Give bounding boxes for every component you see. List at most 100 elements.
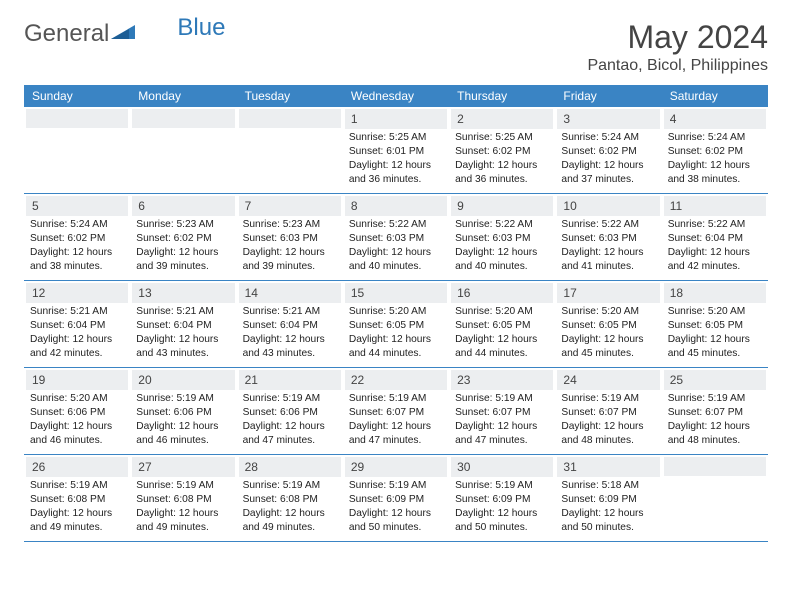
weekday-header: Wednesday xyxy=(343,89,449,103)
calendar-day-cell: 18Sunrise: 5:20 AMSunset: 6:05 PMDayligh… xyxy=(662,281,768,367)
day-number: 2 xyxy=(451,109,553,129)
calendar-day-cell: 17Sunrise: 5:20 AMSunset: 6:05 PMDayligh… xyxy=(555,281,661,367)
calendar-day-cell xyxy=(24,107,130,193)
day-body: Sunrise: 5:22 AMSunset: 6:03 PMDaylight:… xyxy=(557,218,659,273)
calendar-day-cell: 7Sunrise: 5:23 AMSunset: 6:03 PMDaylight… xyxy=(237,194,343,280)
month-title: May 2024 xyxy=(587,20,768,55)
calendar-day-cell: 2Sunrise: 5:25 AMSunset: 6:02 PMDaylight… xyxy=(449,107,555,193)
daylight-text: Daylight: 12 hours and 43 minutes. xyxy=(136,333,230,361)
sunrise-text: Sunrise: 5:23 AM xyxy=(243,218,337,232)
sunrise-text: Sunrise: 5:24 AM xyxy=(561,131,655,145)
daylight-text: Daylight: 12 hours and 36 minutes. xyxy=(455,159,549,187)
day-number: 15 xyxy=(345,283,447,303)
daylight-text: Daylight: 12 hours and 46 minutes. xyxy=(136,420,230,448)
calendar-day-cell: 13Sunrise: 5:21 AMSunset: 6:04 PMDayligh… xyxy=(130,281,236,367)
day-body: Sunrise: 5:23 AMSunset: 6:02 PMDaylight:… xyxy=(132,218,234,273)
day-body: Sunrise: 5:19 AMSunset: 6:09 PMDaylight:… xyxy=(451,479,553,534)
daylight-text: Daylight: 12 hours and 44 minutes. xyxy=(455,333,549,361)
calendar-day-cell: 1Sunrise: 5:25 AMSunset: 6:01 PMDaylight… xyxy=(343,107,449,193)
sunset-text: Sunset: 6:09 PM xyxy=(455,493,549,507)
day-number: 6 xyxy=(132,196,234,216)
weekday-header: Tuesday xyxy=(237,89,343,103)
day-body: Sunrise: 5:18 AMSunset: 6:09 PMDaylight:… xyxy=(557,479,659,534)
day-body: Sunrise: 5:25 AMSunset: 6:01 PMDaylight:… xyxy=(345,131,447,186)
daylight-text: Daylight: 12 hours and 49 minutes. xyxy=(243,507,337,535)
sunset-text: Sunset: 6:03 PM xyxy=(455,232,549,246)
day-number: 3 xyxy=(557,109,659,129)
day-body: Sunrise: 5:24 AMSunset: 6:02 PMDaylight:… xyxy=(26,218,128,273)
calendar-day-cell: 25Sunrise: 5:19 AMSunset: 6:07 PMDayligh… xyxy=(662,368,768,454)
calendar-day-cell: 20Sunrise: 5:19 AMSunset: 6:06 PMDayligh… xyxy=(130,368,236,454)
sunrise-text: Sunrise: 5:22 AM xyxy=(455,218,549,232)
calendar-day-cell: 5Sunrise: 5:24 AMSunset: 6:02 PMDaylight… xyxy=(24,194,130,280)
day-number: 13 xyxy=(132,283,234,303)
title-block: May 2024 Pantao, Bicol, Philippines xyxy=(587,20,768,75)
day-body: Sunrise: 5:21 AMSunset: 6:04 PMDaylight:… xyxy=(132,305,234,360)
sunrise-text: Sunrise: 5:19 AM xyxy=(136,392,230,406)
daylight-text: Daylight: 12 hours and 39 minutes. xyxy=(243,246,337,274)
daylight-text: Daylight: 12 hours and 37 minutes. xyxy=(561,159,655,187)
logo-text-blue: Blue xyxy=(177,14,225,42)
day-number: 30 xyxy=(451,457,553,477)
daylight-text: Daylight: 12 hours and 38 minutes. xyxy=(668,159,762,187)
calendar-day-cell: 31Sunrise: 5:18 AMSunset: 6:09 PMDayligh… xyxy=(555,455,661,541)
day-body: Sunrise: 5:23 AMSunset: 6:03 PMDaylight:… xyxy=(239,218,341,273)
calendar-day-cell: 19Sunrise: 5:20 AMSunset: 6:06 PMDayligh… xyxy=(24,368,130,454)
day-body: Sunrise: 5:20 AMSunset: 6:06 PMDaylight:… xyxy=(26,392,128,447)
day-number: 31 xyxy=(557,457,659,477)
daylight-text: Daylight: 12 hours and 41 minutes. xyxy=(561,246,655,274)
calendar: SundayMondayTuesdayWednesdayThursdayFrid… xyxy=(24,85,768,542)
sunrise-text: Sunrise: 5:19 AM xyxy=(455,392,549,406)
sunset-text: Sunset: 6:06 PM xyxy=(136,406,230,420)
day-number: 17 xyxy=(557,283,659,303)
day-body: Sunrise: 5:22 AMSunset: 6:03 PMDaylight:… xyxy=(345,218,447,273)
sunrise-text: Sunrise: 5:19 AM xyxy=(349,392,443,406)
empty-day-number xyxy=(132,109,234,128)
calendar-day-cell xyxy=(130,107,236,193)
sunset-text: Sunset: 6:02 PM xyxy=(30,232,124,246)
daylight-text: Daylight: 12 hours and 47 minutes. xyxy=(243,420,337,448)
day-body: Sunrise: 5:24 AMSunset: 6:02 PMDaylight:… xyxy=(664,131,766,186)
sunset-text: Sunset: 6:01 PM xyxy=(349,145,443,159)
daylight-text: Daylight: 12 hours and 47 minutes. xyxy=(455,420,549,448)
daylight-text: Daylight: 12 hours and 45 minutes. xyxy=(668,333,762,361)
weekday-header: Thursday xyxy=(449,89,555,103)
calendar-day-cell xyxy=(662,455,768,541)
day-body: Sunrise: 5:24 AMSunset: 6:02 PMDaylight:… xyxy=(557,131,659,186)
calendar-day-cell: 21Sunrise: 5:19 AMSunset: 6:06 PMDayligh… xyxy=(237,368,343,454)
sunrise-text: Sunrise: 5:19 AM xyxy=(243,392,337,406)
sunset-text: Sunset: 6:05 PM xyxy=(668,319,762,333)
sunrise-text: Sunrise: 5:20 AM xyxy=(455,305,549,319)
calendar-day-cell: 14Sunrise: 5:21 AMSunset: 6:04 PMDayligh… xyxy=(237,281,343,367)
daylight-text: Daylight: 12 hours and 38 minutes. xyxy=(30,246,124,274)
weekday-header: Saturday xyxy=(662,89,768,103)
day-body: Sunrise: 5:19 AMSunset: 6:07 PMDaylight:… xyxy=(345,392,447,447)
day-number: 4 xyxy=(664,109,766,129)
daylight-text: Daylight: 12 hours and 46 minutes. xyxy=(30,420,124,448)
daylight-text: Daylight: 12 hours and 49 minutes. xyxy=(136,507,230,535)
day-body: Sunrise: 5:19 AMSunset: 6:06 PMDaylight:… xyxy=(132,392,234,447)
calendar-week-row: 26Sunrise: 5:19 AMSunset: 6:08 PMDayligh… xyxy=(24,455,768,542)
day-number: 24 xyxy=(557,370,659,390)
day-number: 20 xyxy=(132,370,234,390)
sunset-text: Sunset: 6:05 PM xyxy=(561,319,655,333)
calendar-day-cell: 10Sunrise: 5:22 AMSunset: 6:03 PMDayligh… xyxy=(555,194,661,280)
logo-triangle-icon xyxy=(111,20,137,48)
day-number: 29 xyxy=(345,457,447,477)
weekday-header: Friday xyxy=(555,89,661,103)
calendar-day-cell: 29Sunrise: 5:19 AMSunset: 6:09 PMDayligh… xyxy=(343,455,449,541)
day-number: 22 xyxy=(345,370,447,390)
weekday-header-row: SundayMondayTuesdayWednesdayThursdayFrid… xyxy=(24,85,768,107)
daylight-text: Daylight: 12 hours and 43 minutes. xyxy=(243,333,337,361)
sunset-text: Sunset: 6:04 PM xyxy=(30,319,124,333)
sunrise-text: Sunrise: 5:20 AM xyxy=(349,305,443,319)
day-number: 18 xyxy=(664,283,766,303)
day-body: Sunrise: 5:22 AMSunset: 6:03 PMDaylight:… xyxy=(451,218,553,273)
sunset-text: Sunset: 6:04 PM xyxy=(668,232,762,246)
day-body: Sunrise: 5:25 AMSunset: 6:02 PMDaylight:… xyxy=(451,131,553,186)
day-body: Sunrise: 5:19 AMSunset: 6:08 PMDaylight:… xyxy=(132,479,234,534)
day-body: Sunrise: 5:20 AMSunset: 6:05 PMDaylight:… xyxy=(345,305,447,360)
sunset-text: Sunset: 6:06 PM xyxy=(30,406,124,420)
daylight-text: Daylight: 12 hours and 49 minutes. xyxy=(30,507,124,535)
day-body: Sunrise: 5:21 AMSunset: 6:04 PMDaylight:… xyxy=(239,305,341,360)
